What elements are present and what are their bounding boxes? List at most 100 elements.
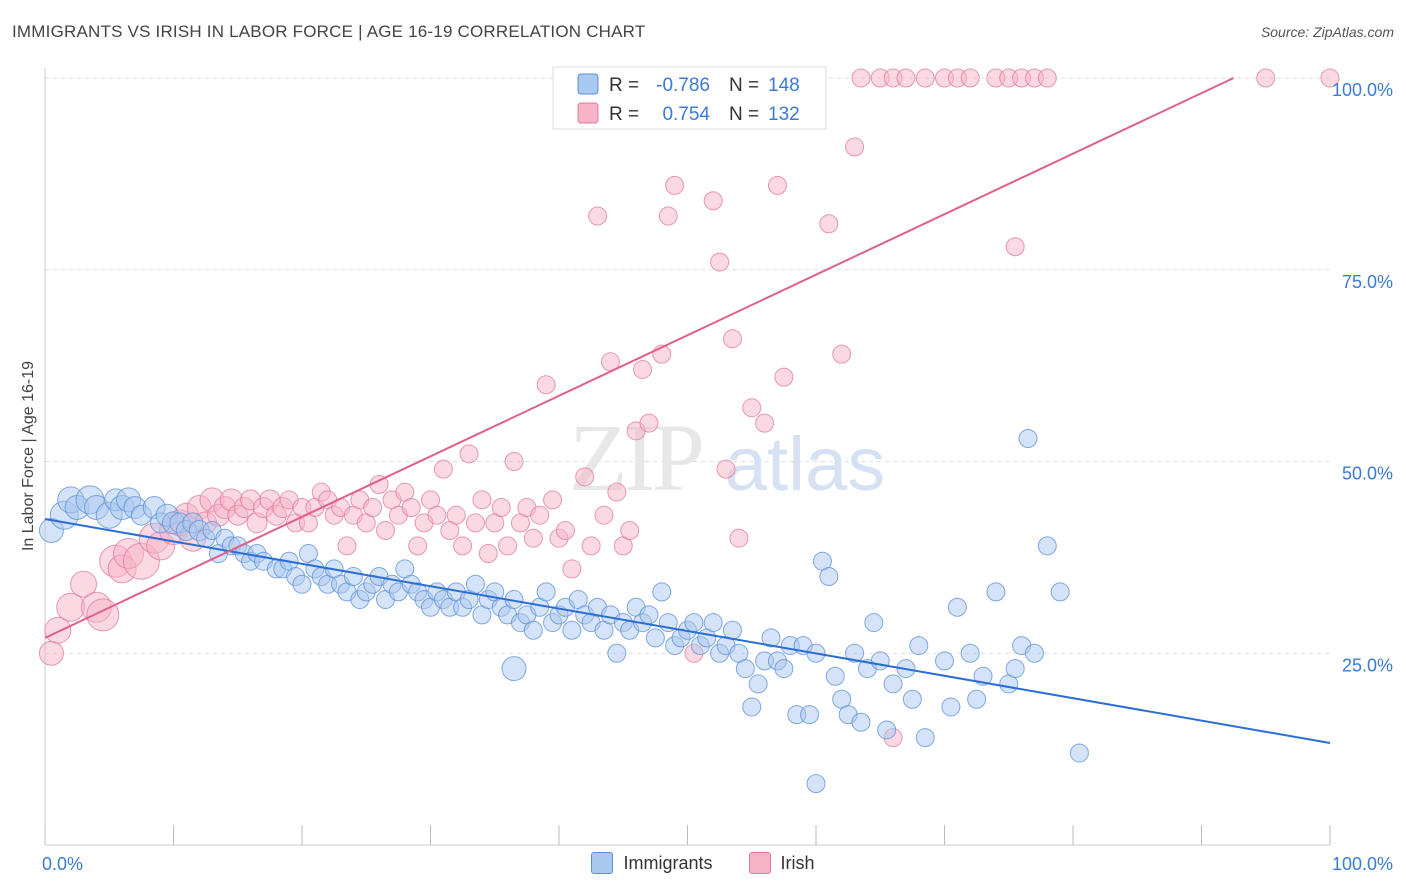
trend-lines [44, 77, 1331, 744]
immigrants-point-107 [761, 628, 781, 648]
immigrants-point-104 [742, 697, 762, 717]
immigrants-point-123 [864, 613, 884, 633]
watermark: ZIP atlas [569, 404, 885, 511]
grid-lines [45, 77, 1330, 654]
immigrants-point-113 [800, 705, 820, 725]
legend-label-irish: Irish [780, 852, 815, 873]
immigrants-point-76 [562, 620, 582, 640]
irish-point-3 [70, 570, 98, 598]
irish-point-116 [960, 68, 980, 88]
stats-n-label-0: N = [729, 75, 759, 96]
irish-point-0 [38, 640, 64, 666]
immigrants-point-133 [947, 597, 967, 617]
immigrants-point-103 [735, 659, 755, 679]
irish-point-60 [472, 490, 492, 510]
stats-swatch-irish [577, 102, 599, 124]
immigrants-point-90 [652, 582, 672, 602]
irish-point-59 [465, 513, 485, 533]
stats-r-label-1: R = [609, 104, 639, 125]
x-tick-label-100: 100.0% [1332, 854, 1393, 874]
irish-point-113 [915, 68, 935, 88]
irish-point-58 [459, 444, 479, 464]
series-immigrants-points [38, 428, 1089, 794]
stats-swatch-immigrants [577, 73, 599, 95]
irish-point-57 [453, 536, 473, 556]
irish-point-77 [588, 206, 608, 226]
immigrants-point-34 [292, 574, 312, 594]
immigrants-point-105 [748, 674, 768, 694]
irish-point-124 [1256, 68, 1276, 88]
immigrants-point-137 [986, 582, 1006, 602]
immigrants-point-116 [819, 567, 839, 587]
stats-n-label-1: N = [729, 104, 759, 125]
watermark-atlas: atlas [725, 422, 886, 507]
irish-point-53 [427, 505, 447, 525]
irish-point-100 [755, 413, 775, 433]
immigrants-point-134 [960, 643, 980, 663]
irish-point-101 [767, 175, 787, 195]
y-axis-label: In Labor Force | Age 16-19 [20, 361, 37, 551]
irish-point-50 [408, 536, 428, 556]
irish-point-112 [896, 68, 916, 88]
legend-swatch-immigrants [591, 852, 614, 874]
irish-point-65 [504, 452, 524, 471]
stats-r-value-0: -0.786 [656, 75, 710, 96]
immigrants-point-145 [1069, 743, 1089, 763]
irish-point-75 [575, 467, 595, 487]
legend-label-immigrants: Immigrants [623, 852, 713, 873]
irish-point-94 [710, 252, 730, 272]
irish-point-49 [401, 498, 421, 518]
y-tick-label-75: 75.0% [1342, 272, 1393, 292]
immigrants-point-88 [639, 605, 659, 625]
irish-point-64 [498, 536, 518, 556]
y-tick-label-100: 100.0% [1332, 80, 1393, 100]
y-tick-label-25: 25.0% [1342, 655, 1393, 675]
immigrants-point-121 [851, 712, 871, 732]
irish-point-107 [832, 344, 852, 364]
irish-point-84 [633, 359, 653, 379]
stats-r-label-0: R = [609, 75, 639, 96]
immigrants-point-144 [1050, 582, 1070, 602]
immigrants-point-125 [877, 720, 897, 740]
immigrants-point-146 [806, 774, 826, 794]
tick-labels: 25.0% 50.0% 75.0% 100.0% 0.0% 100.0% [42, 80, 1393, 874]
immigrants-point-132 [941, 697, 961, 717]
immigrants-point-129 [909, 636, 929, 656]
stats-legend: R = -0.786 N = 148 R = 0.754 N = 132 [552, 66, 827, 130]
irish-point-89 [665, 175, 685, 195]
irish-point-70 [536, 375, 556, 395]
immigrants-point-101 [722, 620, 742, 640]
irish-point-125 [1320, 68, 1340, 88]
immigrants-point-143 [1037, 536, 1057, 556]
irish-point-76 [581, 536, 601, 556]
watermark-zip: ZIP [569, 404, 702, 511]
irish-point-95 [716, 459, 736, 479]
irish-point-122 [1005, 237, 1025, 257]
immigrants-point-126 [883, 674, 903, 694]
bottom-legend: Immigrants Irish [0, 852, 1406, 874]
legend-item-immigrants[interactable]: Immigrants [591, 852, 713, 874]
irish-point-43 [363, 498, 383, 518]
immigrants-point-98 [703, 613, 723, 633]
immigrants-point-95 [684, 613, 704, 633]
irish-point-39 [337, 536, 357, 556]
irish-point-99 [742, 398, 762, 418]
legend-item-irish[interactable]: Irish [748, 852, 815, 874]
irish-point-68 [523, 528, 543, 548]
immigrants-point-147 [501, 656, 527, 682]
irish-point-61 [478, 544, 498, 564]
immigrants-point-128 [902, 689, 922, 709]
irish-point-108 [845, 137, 865, 157]
y-tick-label-50: 50.0% [1342, 464, 1393, 484]
irish-point-85 [639, 413, 659, 433]
immigrants-point-142 [1024, 643, 1044, 663]
immigrants-point-124 [870, 651, 890, 671]
irish-point-82 [620, 521, 640, 541]
immigrants-trend-line [44, 518, 1331, 744]
immigrants-point-70 [523, 620, 543, 640]
immigrants-point-141 [1018, 428, 1038, 448]
irish-point-69 [530, 505, 550, 525]
irish-point-74 [562, 559, 582, 579]
irish-point-121 [1037, 68, 1057, 88]
